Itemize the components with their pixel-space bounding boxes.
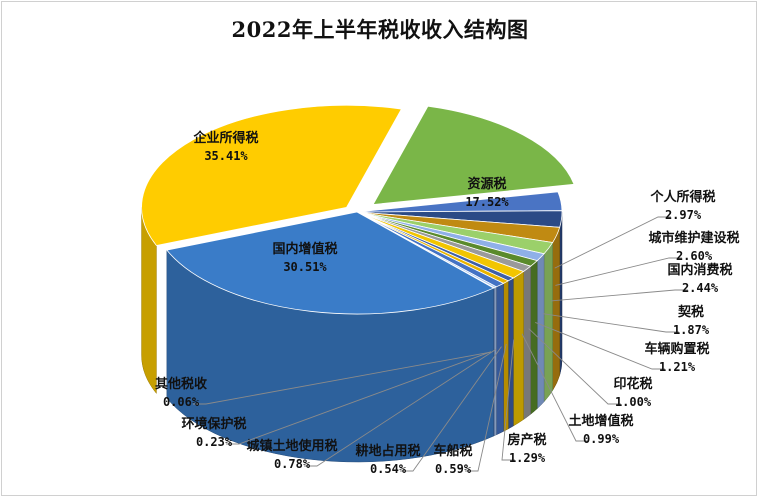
slice-name-label: 其他税收 bbox=[155, 376, 208, 392]
pie-side-2 bbox=[559, 211, 563, 376]
leader-line-1 bbox=[554, 216, 671, 269]
pie-side-8 bbox=[513, 270, 524, 427]
leader-line-5 bbox=[535, 322, 665, 370]
slice-name-label: 土地增值税 bbox=[568, 413, 633, 429]
slice-value-label: 17.52% bbox=[465, 195, 509, 209]
slice-value-label: 35.41% bbox=[204, 149, 248, 163]
slice-value-label: 2.60% bbox=[676, 249, 713, 263]
pie-slice-15 bbox=[141, 104, 403, 246]
leader-line-7 bbox=[521, 333, 589, 442]
slice-value-label: 2.44% bbox=[682, 281, 719, 295]
pie-slice-14 bbox=[166, 211, 495, 315]
slice-name-label: 车辆购置税 bbox=[644, 341, 709, 357]
slice-name-label: 环境保护税 bbox=[181, 416, 246, 432]
slice-name-label: 城市维护建设税 bbox=[648, 230, 739, 246]
leader-line-10 bbox=[400, 346, 502, 472]
leader-line-12 bbox=[226, 351, 492, 445]
pie-slice-0 bbox=[372, 105, 575, 205]
slice-name-label: 耕地占用税 bbox=[355, 443, 420, 459]
slice-name-label: 印花税 bbox=[613, 376, 652, 392]
leader-line-13 bbox=[193, 351, 490, 405]
leader-line-4 bbox=[542, 313, 679, 333]
chart-title: 2022年上半年税收收入结构图 bbox=[231, 17, 529, 42]
pie-side-10 bbox=[503, 280, 509, 432]
slice-name-label: 契税 bbox=[677, 304, 704, 320]
leader-line-9 bbox=[465, 343, 507, 472]
slice-value-label: 0.54% bbox=[370, 462, 407, 476]
leader-line-6 bbox=[528, 328, 621, 405]
slice-name-label: 企业所得税 bbox=[192, 130, 258, 146]
slice-name-label: 国内消费税 bbox=[667, 262, 732, 278]
slice-value-label: 0.23% bbox=[196, 435, 233, 449]
slice-value-label: 0.99% bbox=[583, 432, 620, 446]
slice-value-label: 0.78% bbox=[274, 457, 311, 471]
slice-name-label: 资源税 bbox=[467, 176, 506, 192]
pie-side-4 bbox=[543, 241, 553, 403]
pie-side-5 bbox=[536, 253, 545, 410]
slice-name-label: 车船税 bbox=[433, 443, 472, 459]
slice-name-label: 城镇土地使用税 bbox=[246, 438, 337, 454]
slice-name-label: 国内增值税 bbox=[272, 241, 337, 257]
leader-line-3 bbox=[550, 289, 688, 302]
slice-value-label: 30.51% bbox=[283, 260, 327, 274]
slice-value-label: 1.87% bbox=[673, 323, 710, 337]
leader-line-2 bbox=[555, 257, 682, 286]
slice-value-label: 1.29% bbox=[509, 451, 546, 465]
slice-value-label: 1.21% bbox=[659, 360, 696, 374]
slice-value-label: 2.97% bbox=[665, 208, 702, 222]
leader-line-8 bbox=[501, 339, 515, 461]
slice-value-label: 0.59% bbox=[435, 462, 472, 476]
pie-side-6 bbox=[530, 260, 538, 415]
pie-side-12 bbox=[493, 286, 497, 437]
leader-line-11 bbox=[304, 349, 496, 467]
slice-name-label: 房产税 bbox=[507, 432, 546, 448]
slice-name-label: 个人所得税 bbox=[649, 189, 715, 205]
slice-value-label: 1.00% bbox=[615, 395, 652, 409]
pie-side-3 bbox=[552, 227, 560, 392]
slice-value-label: 0.06% bbox=[163, 395, 200, 409]
